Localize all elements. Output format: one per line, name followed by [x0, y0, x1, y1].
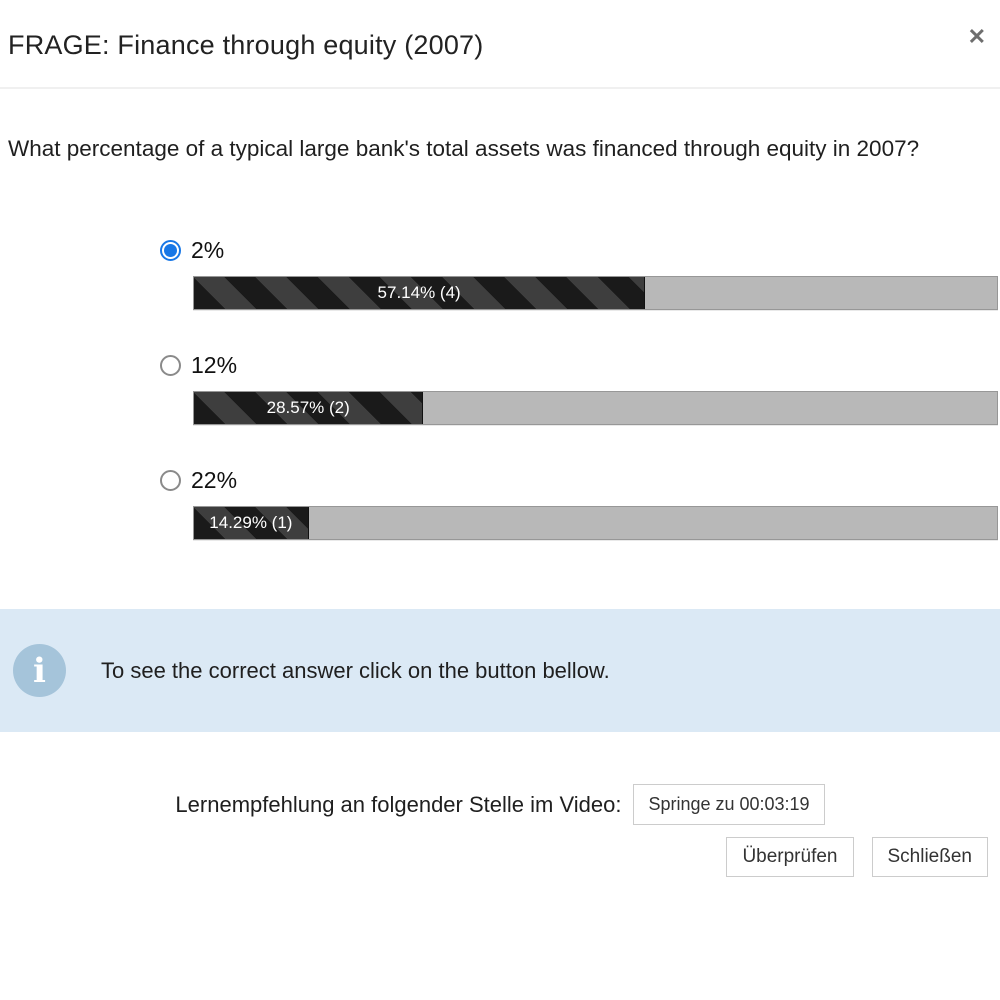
- recommendation-row: Lernempfehlung an folgender Stelle im Vi…: [0, 784, 1000, 825]
- close-icon[interactable]: ✕: [967, 24, 986, 49]
- footer-buttons: Überprüfen Schließen: [0, 837, 1000, 877]
- modal-title: FRAGE: Finance through equity (2007): [8, 30, 484, 60]
- result-bar-value: 57.14% (4): [377, 283, 461, 302]
- option-label[interactable]: 12%: [191, 351, 238, 378]
- info-icon: i: [13, 644, 66, 697]
- recommendation-label: Lernempfehlung an folgender Stelle im Vi…: [175, 791, 622, 817]
- options-list: 2% 57.14% (4) 12% 28.57% (2) 22%: [160, 235, 1000, 540]
- option-row: 22% 14.29% (1): [160, 465, 1000, 540]
- option-row: 2% 57.14% (4): [160, 235, 1000, 310]
- info-text: To see the correct answer click on the b…: [101, 657, 610, 683]
- option-label[interactable]: 22%: [191, 466, 238, 493]
- info-banner: i To see the correct answer click on the…: [0, 609, 1000, 732]
- result-bar: 57.14% (4): [193, 276, 998, 310]
- radio-option-12-percent[interactable]: [160, 354, 181, 376]
- result-bar-value: 28.57% (2): [266, 398, 350, 417]
- jump-to-timestamp-button[interactable]: Springe zu 00:03:19: [633, 784, 825, 825]
- radio-option-22-percent[interactable]: [160, 469, 181, 491]
- result-bar-fill: 57.14% (4): [194, 277, 646, 309]
- modal-header: FRAGE: Finance through equity (2007) ✕: [0, 0, 1000, 61]
- option-label[interactable]: 2%: [191, 236, 225, 263]
- result-bar-fill: 14.29% (1): [194, 507, 309, 539]
- option-row: 12% 28.57% (2): [160, 350, 1000, 425]
- question-text: What percentage of a typical large bank'…: [8, 136, 920, 161]
- check-button[interactable]: Überprüfen: [726, 837, 854, 877]
- header-divider: [0, 87, 1000, 89]
- close-button[interactable]: Schließen: [871, 837, 988, 877]
- radio-option-2-percent[interactable]: [160, 239, 181, 261]
- result-bar-value: 14.29% (1): [209, 513, 293, 532]
- result-bar-fill: 28.57% (2): [194, 392, 424, 424]
- result-bar: 14.29% (1): [193, 506, 998, 540]
- result-bar: 28.57% (2): [193, 391, 998, 425]
